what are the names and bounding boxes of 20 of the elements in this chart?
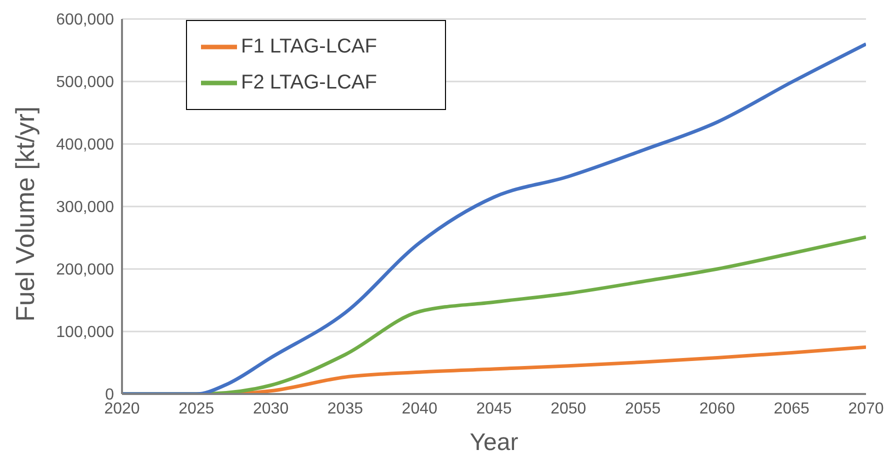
x-tick-label: 2070 xyxy=(848,400,884,418)
y-axis-title: Fuel Volume [kt/yr] xyxy=(10,106,40,322)
x-tick-label: 2055 xyxy=(625,400,661,418)
y-tick-label: 500,000 xyxy=(56,74,114,92)
x-tick-label: 2050 xyxy=(550,400,586,418)
x-tick-label: 2040 xyxy=(402,400,438,418)
x-tick-label: 2060 xyxy=(699,400,736,418)
legend-label: F2 LTAG-LCAF xyxy=(241,71,377,94)
x-tick-label: 2065 xyxy=(774,400,810,418)
x-tick-label: 2045 xyxy=(476,400,512,418)
x-axis-title: Year xyxy=(470,429,518,456)
x-tick-label: 2035 xyxy=(327,400,364,418)
x-tick-label: 2025 xyxy=(178,400,214,418)
y-tick-label: 400,000 xyxy=(56,136,114,154)
y-tick-label: 100,000 xyxy=(56,324,114,342)
y-tick-label: 300,000 xyxy=(56,199,114,216)
legend-label: F1 LTAG-LCAF xyxy=(241,35,377,58)
y-tick-label: 600,000 xyxy=(56,12,114,29)
x-tick-label: 2030 xyxy=(253,400,289,418)
y-tick-label: 200,000 xyxy=(56,262,114,279)
